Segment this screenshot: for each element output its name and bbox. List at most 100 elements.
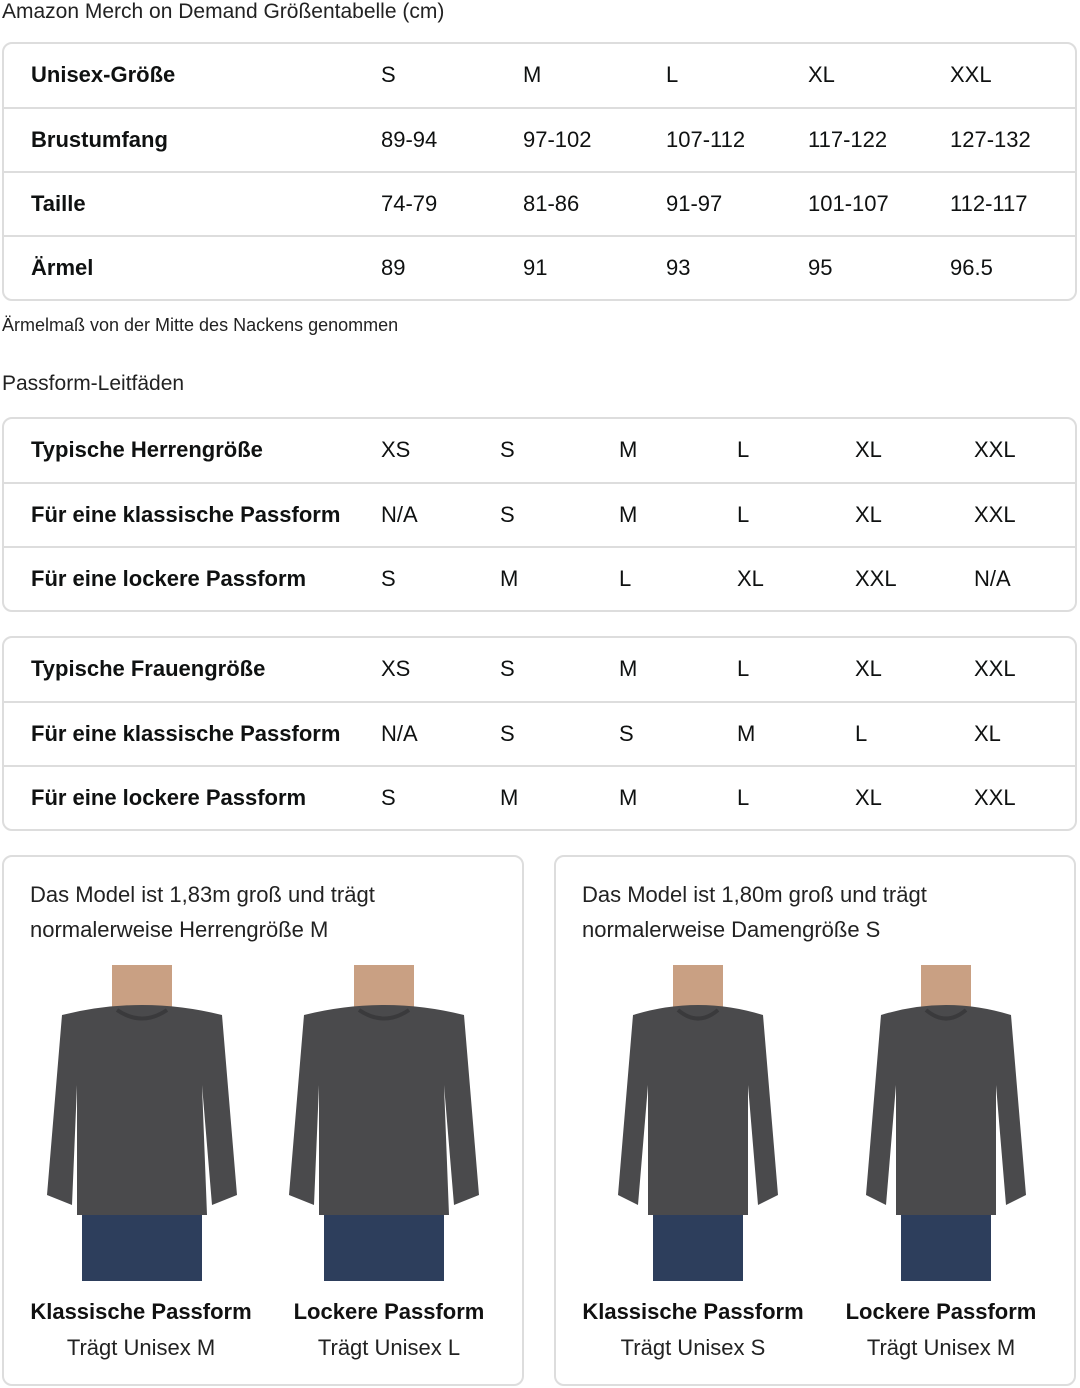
table-cell: 89: [381, 255, 406, 280]
table-cell: L: [737, 437, 750, 462]
table-row: Taille 74-79 81-86 91-97 101-107 112-117: [4, 171, 1075, 235]
table-row: Typische Frauengröße XS S M L XL XXL: [4, 638, 1075, 701]
table-cell: XL: [855, 502, 882, 527]
wears-label: Trägt Unisex S: [620, 1335, 766, 1360]
women-model-card: Das Model ist 1,80m groß und trägt normal…: [554, 855, 1076, 1386]
fit-label: Klassische Passform: [30, 1299, 252, 1324]
sleeve-note: Ärmelmaß von der Mitte des Nackens genom…: [2, 315, 399, 335]
unisex-size-table: Unisex-Größe S M L XL XXL Brustumfang 89-94 97-1…: [2, 42, 1077, 301]
table-cell: M: [619, 437, 638, 462]
table-cell: L: [737, 785, 750, 810]
caption-line: Das Model ist 1,83m groß und trägt: [30, 882, 375, 907]
table-cell: XL: [855, 656, 882, 681]
fit-label: Klassische Passform: [582, 1299, 804, 1324]
table-cell: M: [500, 785, 519, 810]
table-cell: N/A: [381, 502, 418, 527]
table-cell: XL: [855, 785, 882, 810]
model-photo-loose: [846, 965, 1046, 1281]
sweatshirt-model-image: [289, 965, 479, 1281]
row-label: Für eine lockere Passform: [31, 785, 307, 810]
model-caption: Das Model ist 1,83m groß und trägt normal…: [30, 877, 375, 947]
model-photo-classic: [598, 965, 798, 1281]
table-cell: XS: [381, 656, 411, 681]
row-label: Taille: [31, 191, 86, 216]
caption-line: normalerweise Herrengröße M: [30, 917, 329, 942]
table-cell: 107-112: [666, 127, 746, 152]
page-title: Amazon Merch on Demand Größentabelle (cm…: [2, 0, 445, 23]
row-label: Typische Frauengröße: [31, 656, 266, 681]
table-cell: L: [666, 62, 679, 87]
table-cell: 81-86: [523, 191, 580, 216]
table-cell: 96.5: [950, 255, 993, 280]
table-cell: N/A: [381, 721, 418, 746]
table-cell: XXL: [974, 785, 1016, 810]
men-fit-table: Typische Herrengröße XS S M L XL XXL Für eine k…: [2, 417, 1077, 612]
table-cell: XXL: [855, 566, 897, 591]
table-cell: 74-79: [381, 191, 438, 216]
table-row: Für eine lockere Passform S M L XL XXL N/A: [4, 546, 1075, 610]
table-cell: L: [855, 721, 868, 746]
table-cell: 95: [808, 255, 833, 280]
table-cell: 101-107: [808, 191, 889, 216]
table-row: Brustumfang 89-94 97-102 107-112 117-122 127-…: [4, 107, 1075, 171]
wears-label: Trägt Unisex M: [66, 1335, 216, 1360]
table-cell: S: [381, 785, 396, 810]
table-cell: 89-94: [381, 127, 438, 152]
caption-line: Das Model ist 1,80m groß und trägt: [582, 882, 927, 907]
row-label: Unisex-Größe: [31, 62, 176, 87]
table-cell: XL: [855, 437, 882, 462]
row-label: Brustumfang: [31, 127, 168, 152]
table-cell: XXL: [974, 502, 1016, 527]
table-cell: XL: [737, 566, 764, 591]
table-cell: 127-132: [950, 127, 1031, 152]
caption-line: normalerweise Damengröße S: [582, 917, 881, 942]
table-cell: N/A: [974, 566, 1011, 591]
sweatshirt-model-image: [47, 965, 237, 1281]
table-cell: 93: [666, 255, 691, 280]
table-cell: S: [381, 62, 396, 87]
table-cell: L: [619, 566, 632, 591]
table-cell: 97-102: [523, 127, 592, 152]
fit-label: Lockere Passform: [845, 1299, 1037, 1324]
sweatshirt-model-image: [866, 965, 1026, 1281]
fit-guide-title: Passform-Leitfäden: [2, 372, 185, 395]
row-label: Für eine lockere Passform: [31, 566, 307, 591]
table-cell: L: [737, 656, 750, 681]
model-caption: Das Model ist 1,80m groß und trägt normal…: [582, 877, 927, 947]
table-row: Für eine lockere Passform S M M L XL XXL: [4, 765, 1075, 829]
men-model-card: Das Model ist 1,83m groß und trägt normal…: [2, 855, 524, 1386]
table-cell: 117-122: [808, 127, 888, 152]
table-cell: 112-117: [950, 191, 1028, 216]
table-cell: S: [500, 721, 515, 746]
table-cell: XXL: [974, 437, 1016, 462]
model-photo-loose: [284, 965, 484, 1281]
row-label: Typische Herrengröße: [31, 437, 263, 462]
women-fit-table: Typische Frauengröße XS S M L XL XXL Für eine k…: [2, 636, 1077, 831]
table-cell: M: [500, 566, 519, 591]
table-cell: M: [619, 785, 638, 810]
table-cell: S: [619, 721, 634, 746]
wears-label: Trägt Unisex M: [866, 1335, 1016, 1360]
table-row: Für eine klassische Passform N/A S M L XL XXL: [4, 482, 1075, 546]
table-cell: XL: [808, 62, 835, 87]
table-cell: XXL: [974, 656, 1016, 681]
table-row: Typische Herrengröße XS S M L XL XXL: [4, 419, 1075, 482]
table-row: Unisex-Größe S M L XL XXL: [4, 44, 1075, 107]
table-cell: 91-97: [666, 191, 723, 216]
table-cell: 91: [523, 255, 548, 280]
fit-label: Lockere Passform: [293, 1299, 485, 1324]
table-cell: XS: [381, 437, 411, 462]
table-cell: M: [619, 656, 638, 681]
row-label: Für eine klassische Passform: [31, 721, 341, 746]
sweatshirt-model-image: [618, 965, 778, 1281]
row-label: Ärmel: [31, 255, 94, 280]
table-cell: M: [619, 502, 638, 527]
table-cell: S: [500, 437, 515, 462]
table-cell: M: [523, 62, 542, 87]
table-cell: S: [500, 656, 515, 681]
wears-label: Trägt Unisex L: [317, 1335, 461, 1360]
table-cell: XL: [974, 721, 1001, 746]
model-photo-classic: [42, 965, 242, 1281]
table-cell: S: [500, 502, 515, 527]
table-row: Für eine klassische Passform N/A S S M L XL: [4, 701, 1075, 765]
